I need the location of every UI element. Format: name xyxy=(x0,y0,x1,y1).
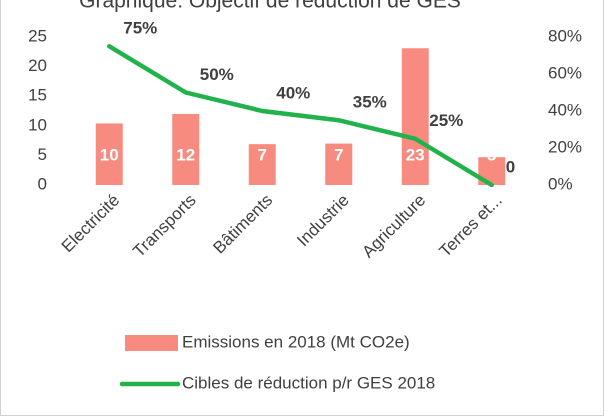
bar-value-label: 23 xyxy=(406,145,425,164)
line-value-label: 40% xyxy=(276,83,310,102)
legend-label: Cibles de réduction p/r GES 2018 xyxy=(182,373,435,392)
bar xyxy=(248,144,276,185)
legend-swatch xyxy=(125,335,178,351)
y-tick-label: 0 xyxy=(38,174,47,193)
line-value-label: 50% xyxy=(200,65,234,84)
y-tick-label: 15 xyxy=(28,86,47,105)
y-tick-label: 5 xyxy=(38,145,47,164)
y2-tick-label: 60% xyxy=(548,63,582,82)
bar xyxy=(172,113,200,185)
y2-tick-label: 40% xyxy=(548,100,582,119)
bar xyxy=(325,143,353,185)
bar-value-label: 7 xyxy=(334,145,343,164)
legend-label: Emissions en 2018 (Mt CO2e) xyxy=(182,332,410,351)
y2-tick-label: 20% xyxy=(548,137,582,156)
line-value-label: 35% xyxy=(353,93,387,112)
chart-title: Graphique: Objectif de réduction de GES xyxy=(79,0,461,13)
y-tick-label: 20 xyxy=(28,56,47,75)
y2-tick-label: 0% xyxy=(548,174,573,193)
line-value-label: 25% xyxy=(429,111,463,130)
y-tick-label: 25 xyxy=(28,26,47,45)
bar-value-label: 7 xyxy=(258,145,267,164)
y-tick-label: 10 xyxy=(28,115,47,134)
y2-tick-label: 80% xyxy=(548,26,582,45)
bar-value-label: 5 xyxy=(487,145,496,164)
line-value-label: 75% xyxy=(123,19,157,38)
bar-value-label: 12 xyxy=(176,145,195,164)
line-value-label: 0 xyxy=(506,157,515,176)
line xyxy=(107,44,494,188)
bar xyxy=(95,123,123,185)
bar-value-label: 10 xyxy=(100,145,119,164)
bar xyxy=(401,48,429,185)
